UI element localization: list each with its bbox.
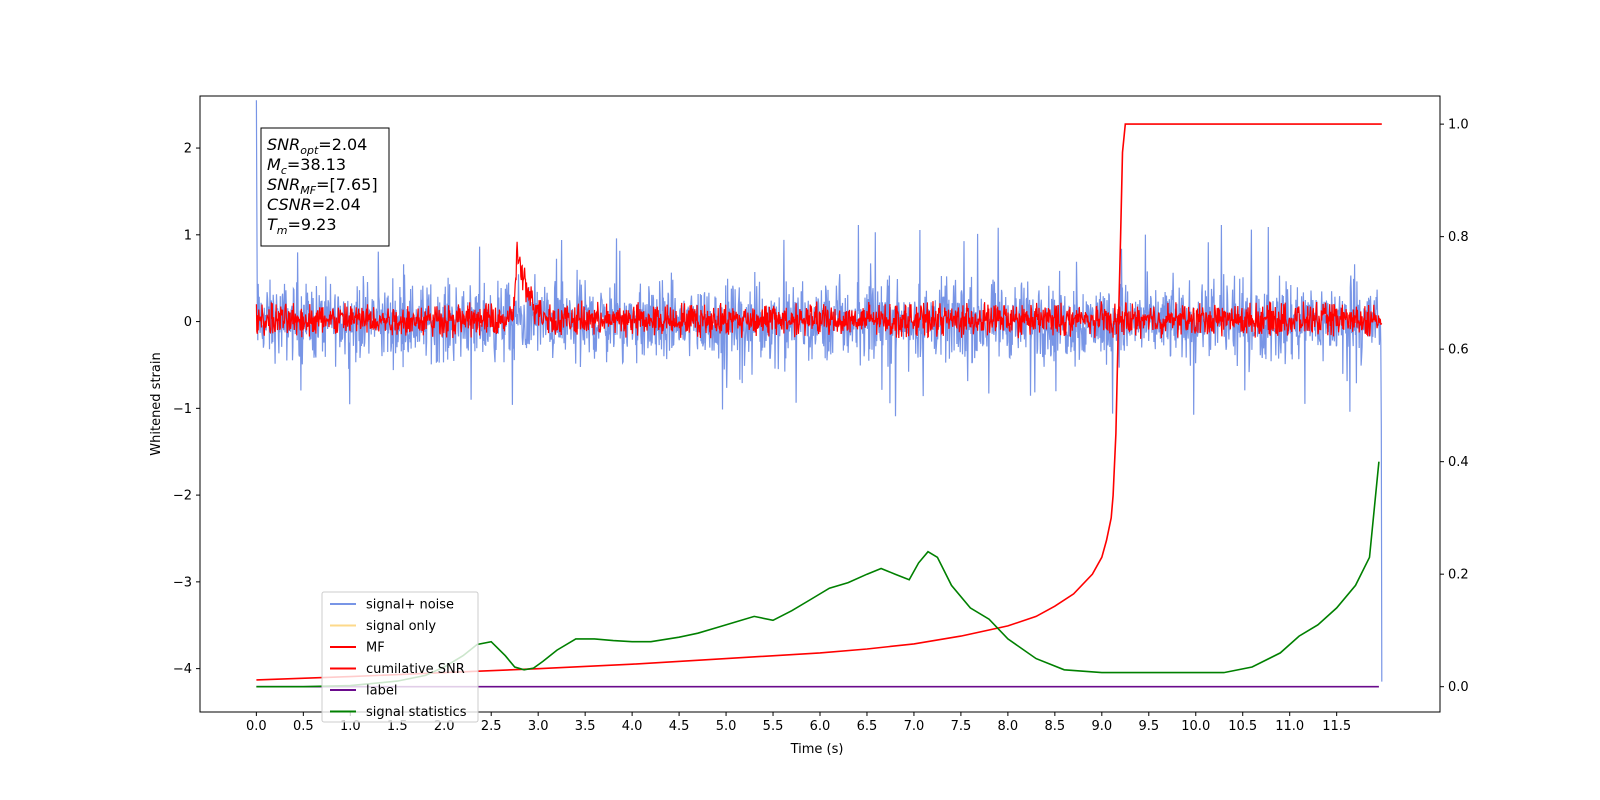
annotation-line: Tm=9.23: [267, 215, 337, 237]
annotation-symbol: T: [267, 215, 278, 234]
x-axis-label: Time (s): [790, 742, 844, 757]
series-line-signal-statistics: [256, 461, 1380, 688]
x-tick-label: 5.5: [763, 719, 784, 734]
legend-label: cumilative SNR: [366, 662, 465, 677]
x-tick-label: 0.0: [246, 719, 267, 734]
y-right-tick-label: 0.8: [1448, 230, 1469, 245]
legend-label: signal statistics: [366, 705, 467, 720]
x-tick-label: 4.5: [669, 719, 690, 734]
annotation-subscript: c: [281, 164, 287, 177]
legend-label: label: [366, 684, 397, 699]
x-tick-label: 2.0: [434, 719, 455, 734]
series-line-mf: [255, 241, 1383, 339]
y-left-tick-label: −2: [173, 489, 192, 504]
y-right-tick-label: 0.0: [1448, 680, 1469, 695]
legend-label: MF: [366, 641, 385, 656]
annotation-line: SNRopt=2.04: [267, 135, 367, 157]
annotation-value: =9.23: [288, 215, 337, 234]
legend: signal+ noise signal only MF cumilative SNR…: [321, 591, 479, 723]
y-axis-right: 1.0 0.8 0.6 0.4 0.2 0.0: [1440, 118, 1469, 695]
annotation-line: CSNR=2.04: [267, 195, 361, 214]
annotation-line: SNRMF=[7.65]: [267, 175, 378, 197]
annotation-value: =2.04: [312, 195, 361, 214]
y-right-tick-label: 0.2: [1448, 568, 1469, 583]
y-left-tick-label: 1: [184, 228, 192, 243]
annotation-value: =[7.65]: [316, 175, 378, 194]
y-left-tick-label: 0: [184, 315, 192, 330]
y-right-tick-label: 1.0: [1448, 118, 1469, 133]
annotation-subscript: opt: [300, 144, 319, 157]
annotation-box: SNRopt=2.04Mc=38.13SNRMF=[7.65]CSNR=2.04…: [260, 127, 390, 247]
x-tick-label: 0.5: [293, 719, 314, 734]
y-right-tick-label: 0.6: [1448, 343, 1469, 358]
y-left-tick-label: 2: [184, 142, 192, 157]
annotation-value: =38.13: [287, 155, 346, 174]
annotation-symbol: SNR: [267, 135, 300, 154]
series-line-cumilative-snr: [256, 123, 1382, 681]
annotation-line: Mc=38.13: [267, 155, 346, 177]
annotation-subscript: m: [277, 224, 288, 237]
legend-label: signal+ noise: [366, 598, 454, 613]
x-tick-label: 10.5: [1228, 719, 1257, 734]
annotation-value: =2.04: [318, 135, 367, 154]
y-axis-left: 2 1 0 −1 −2 −3 −4: [173, 142, 200, 677]
x-tick-label: 11.5: [1322, 719, 1351, 734]
x-tick-label: 11.0: [1275, 719, 1304, 734]
x-tick-label: 3.0: [528, 719, 549, 734]
y-left-tick-label: −4: [173, 662, 192, 677]
x-tick-label: 4.0: [622, 719, 643, 734]
annotation-symbol: CSNR: [267, 195, 312, 214]
x-tick-label: 3.5: [575, 719, 596, 734]
x-tick-label: 10.0: [1181, 719, 1210, 734]
x-tick-label: 7.0: [904, 719, 925, 734]
annotation-symbol: SNR: [267, 175, 300, 194]
y-right-tick-label: 0.4: [1448, 455, 1469, 470]
y-left-tick-label: −3: [173, 575, 192, 590]
x-tick-label: 6.5: [857, 719, 878, 734]
legend-label: signal only: [366, 619, 436, 634]
x-tick-label: 8.0: [998, 719, 1019, 734]
x-tick-label: 9.5: [1138, 719, 1159, 734]
annotation-frame: [260, 127, 390, 247]
x-tick-label: 5.0: [716, 719, 737, 734]
x-tick-label: 1.0: [340, 719, 361, 734]
x-tick-label: 7.5: [951, 719, 972, 734]
x-axis: 0.0 0.5 1.0 1.5 2.0 2.5 3.0 3.5 4.0 4.5 5.0 5.5 6.0 6…: [246, 712, 1351, 734]
annotation-symbol: M: [267, 155, 281, 174]
annotation-subscript: MF: [300, 184, 316, 197]
x-tick-label: 6.0: [810, 719, 831, 734]
legend-frame: [321, 591, 479, 723]
x-tick-label: 1.5: [387, 719, 408, 734]
y-left-tick-label: −1: [173, 402, 192, 417]
x-tick-label: 2.5: [481, 719, 502, 734]
x-tick-label: 8.5: [1045, 719, 1066, 734]
x-tick-label: 9.0: [1091, 719, 1112, 734]
y-axis-label: Whitened strain: [149, 352, 164, 455]
